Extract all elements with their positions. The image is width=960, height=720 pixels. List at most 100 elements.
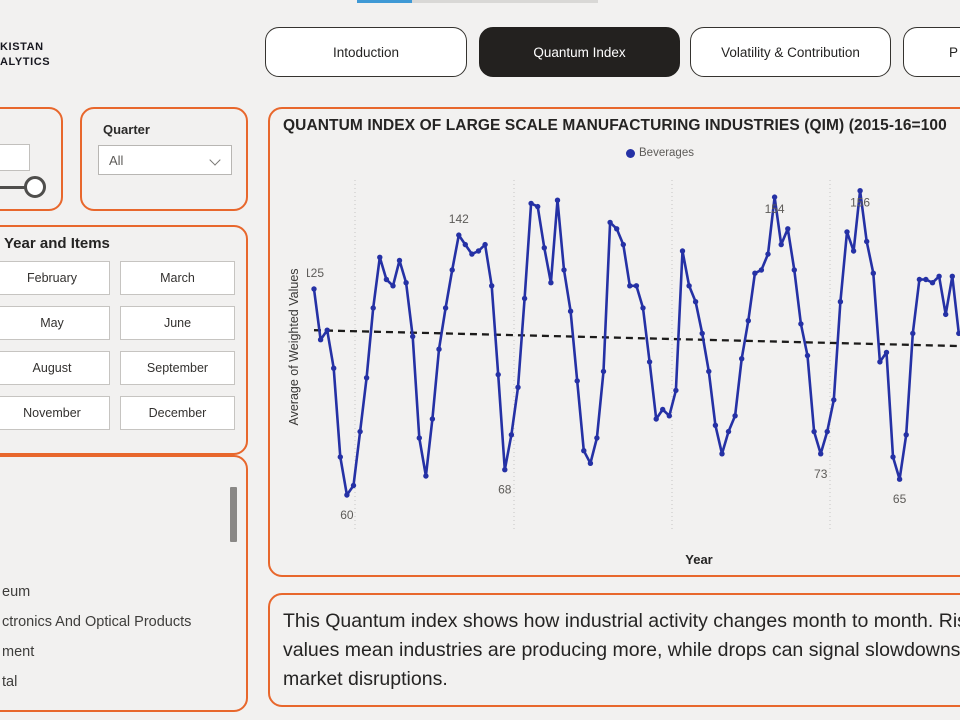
data-point[interactable] [311,286,317,292]
data-point[interactable] [949,273,955,279]
tab-p[interactable]: P [903,27,960,77]
data-point[interactable] [548,280,554,286]
data-point[interactable] [646,359,653,365]
data-point[interactable] [567,308,574,314]
data-point[interactable] [916,276,923,283]
data-point[interactable] [528,200,534,207]
data-point[interactable] [574,378,580,384]
data-point[interactable] [679,248,686,254]
data-point[interactable] [554,197,561,203]
data-point[interactable] [442,305,449,311]
data-point[interactable] [350,482,357,489]
data-point[interactable] [561,267,567,273]
data-point[interactable] [831,397,837,403]
data-point[interactable] [390,283,396,289]
data-point[interactable] [403,280,409,286]
data-point[interactable] [377,254,383,260]
data-point[interactable] [765,251,771,257]
data-point[interactable] [778,241,784,248]
data-point[interactable] [489,283,495,289]
data-point[interactable] [719,451,725,457]
data-point[interactable] [370,305,376,311]
data-point[interactable] [469,251,475,257]
data-point[interactable] [758,267,765,273]
data-point[interactable] [673,387,679,394]
data-point[interactable] [475,248,482,254]
data-point[interactable] [923,276,929,283]
data-point[interactable] [692,299,699,305]
data-point[interactable] [317,337,324,343]
data-point[interactable] [837,299,844,305]
data-point[interactable] [607,219,613,226]
list-item[interactable]: eum [2,584,31,600]
data-point[interactable] [521,295,528,302]
data-point[interactable] [331,365,337,371]
data-point[interactable] [864,238,870,245]
data-point[interactable] [896,476,903,482]
data-point[interactable] [436,346,442,352]
month-button-march[interactable]: March [120,261,235,295]
data-point[interactable] [706,368,712,375]
data-point[interactable] [844,229,850,235]
month-button-february[interactable]: February [0,261,110,295]
data-point[interactable] [712,422,719,428]
line-chart-plot[interactable]: 125 60 142 68 154 73 156 65 [307,172,960,544]
data-point[interactable] [633,283,640,289]
data-point[interactable] [798,321,804,327]
data-point[interactable] [745,318,751,324]
data-point[interactable] [850,248,857,254]
top-scrollbar-thumb[interactable] [357,0,412,3]
data-point[interactable] [653,416,659,422]
data-point[interactable] [877,359,883,365]
data-point[interactable] [337,454,343,460]
data-point[interactable] [620,241,626,248]
data-point[interactable] [581,448,587,454]
month-button-august[interactable]: August [0,351,110,385]
data-point[interactable] [804,352,811,359]
list-item[interactable]: ctronics And Optical Products [2,614,192,630]
data-point[interactable] [791,267,797,273]
month-button-december[interactable]: December [120,396,235,430]
data-point[interactable] [857,188,863,194]
list-scrollbar-thumb[interactable] [230,487,237,542]
data-point[interactable] [785,226,791,232]
data-point[interactable] [344,492,350,498]
data-point[interactable] [752,270,758,276]
data-point[interactable] [614,226,620,232]
data-point[interactable] [396,257,403,264]
data-point[interactable] [502,467,508,473]
data-point[interactable] [903,432,909,438]
data-point[interactable] [410,333,416,340]
data-point[interactable] [732,413,738,419]
data-point[interactable] [423,473,429,479]
data-point[interactable] [890,454,896,460]
list-item[interactable]: tal [2,674,18,690]
data-point[interactable] [363,375,370,381]
data-point[interactable] [771,194,778,200]
tab-quantum-index[interactable]: Quantum Index [479,27,680,77]
data-point[interactable] [739,356,745,362]
data-point[interactable] [541,245,547,251]
data-point[interactable] [699,330,705,337]
data-point[interactable] [508,432,515,438]
data-point[interactable] [600,368,607,375]
data-point[interactable] [956,330,960,337]
data-point[interactable] [456,232,462,238]
slider-track[interactable] [0,186,36,189]
data-point[interactable] [686,283,692,289]
data-point[interactable] [482,241,488,248]
data-point[interactable] [883,349,890,356]
month-button-september[interactable]: September [120,351,235,385]
data-point[interactable] [660,406,666,413]
data-point[interactable] [587,460,594,466]
data-point[interactable] [824,428,830,435]
data-point[interactable] [449,267,455,273]
chart-legend[interactable]: Beverages [550,147,770,159]
data-point[interactable] [666,413,672,419]
month-button-may[interactable]: May [0,306,110,340]
data-point[interactable] [429,416,436,422]
data-point[interactable] [383,276,390,283]
data-point[interactable] [943,311,949,318]
top-scrollbar-track[interactable] [412,0,598,3]
data-point[interactable] [515,384,521,390]
